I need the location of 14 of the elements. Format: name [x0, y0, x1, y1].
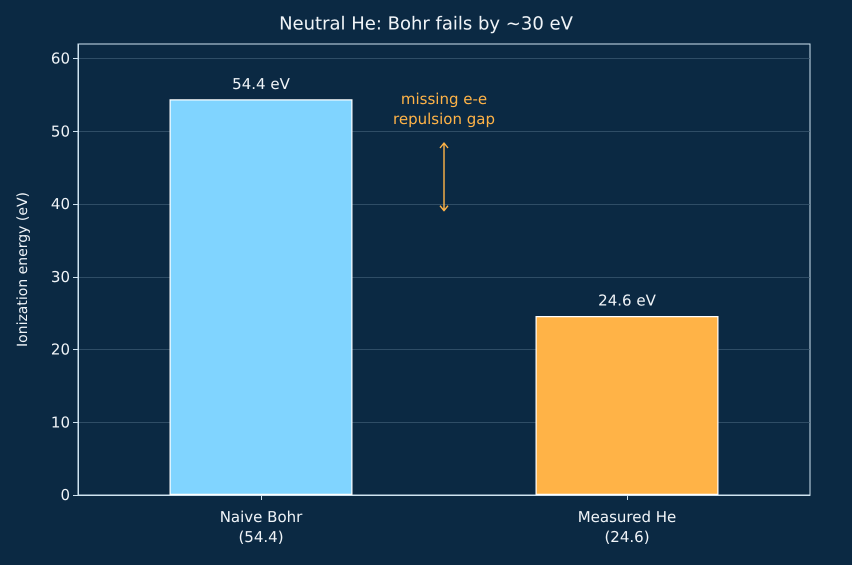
y-tick-label: 50 — [50, 122, 70, 140]
y-tick-label: 60 — [50, 50, 70, 68]
y-tick-label: 30 — [50, 268, 70, 286]
y-axis-title: Ionization energy (eV) — [15, 192, 31, 347]
y-tick-label: 40 — [50, 195, 70, 214]
y-tick-label: 10 — [50, 413, 70, 432]
y-tick-label: 20 — [50, 340, 70, 359]
y-tick-label: 0 — [60, 486, 70, 504]
chart-title: Neutral He: Bohr fails by ~30 eV — [279, 14, 574, 34]
x-tick-label: Measured He (24.6) — [578, 508, 676, 546]
data-label: 54.4 eV — [232, 74, 291, 93]
x-tick-label: Naive Bohr (54.4) — [220, 508, 304, 546]
annotation: missing e-e repulsion gap — [393, 89, 495, 130]
data-label: 24.6 eV — [598, 292, 657, 310]
